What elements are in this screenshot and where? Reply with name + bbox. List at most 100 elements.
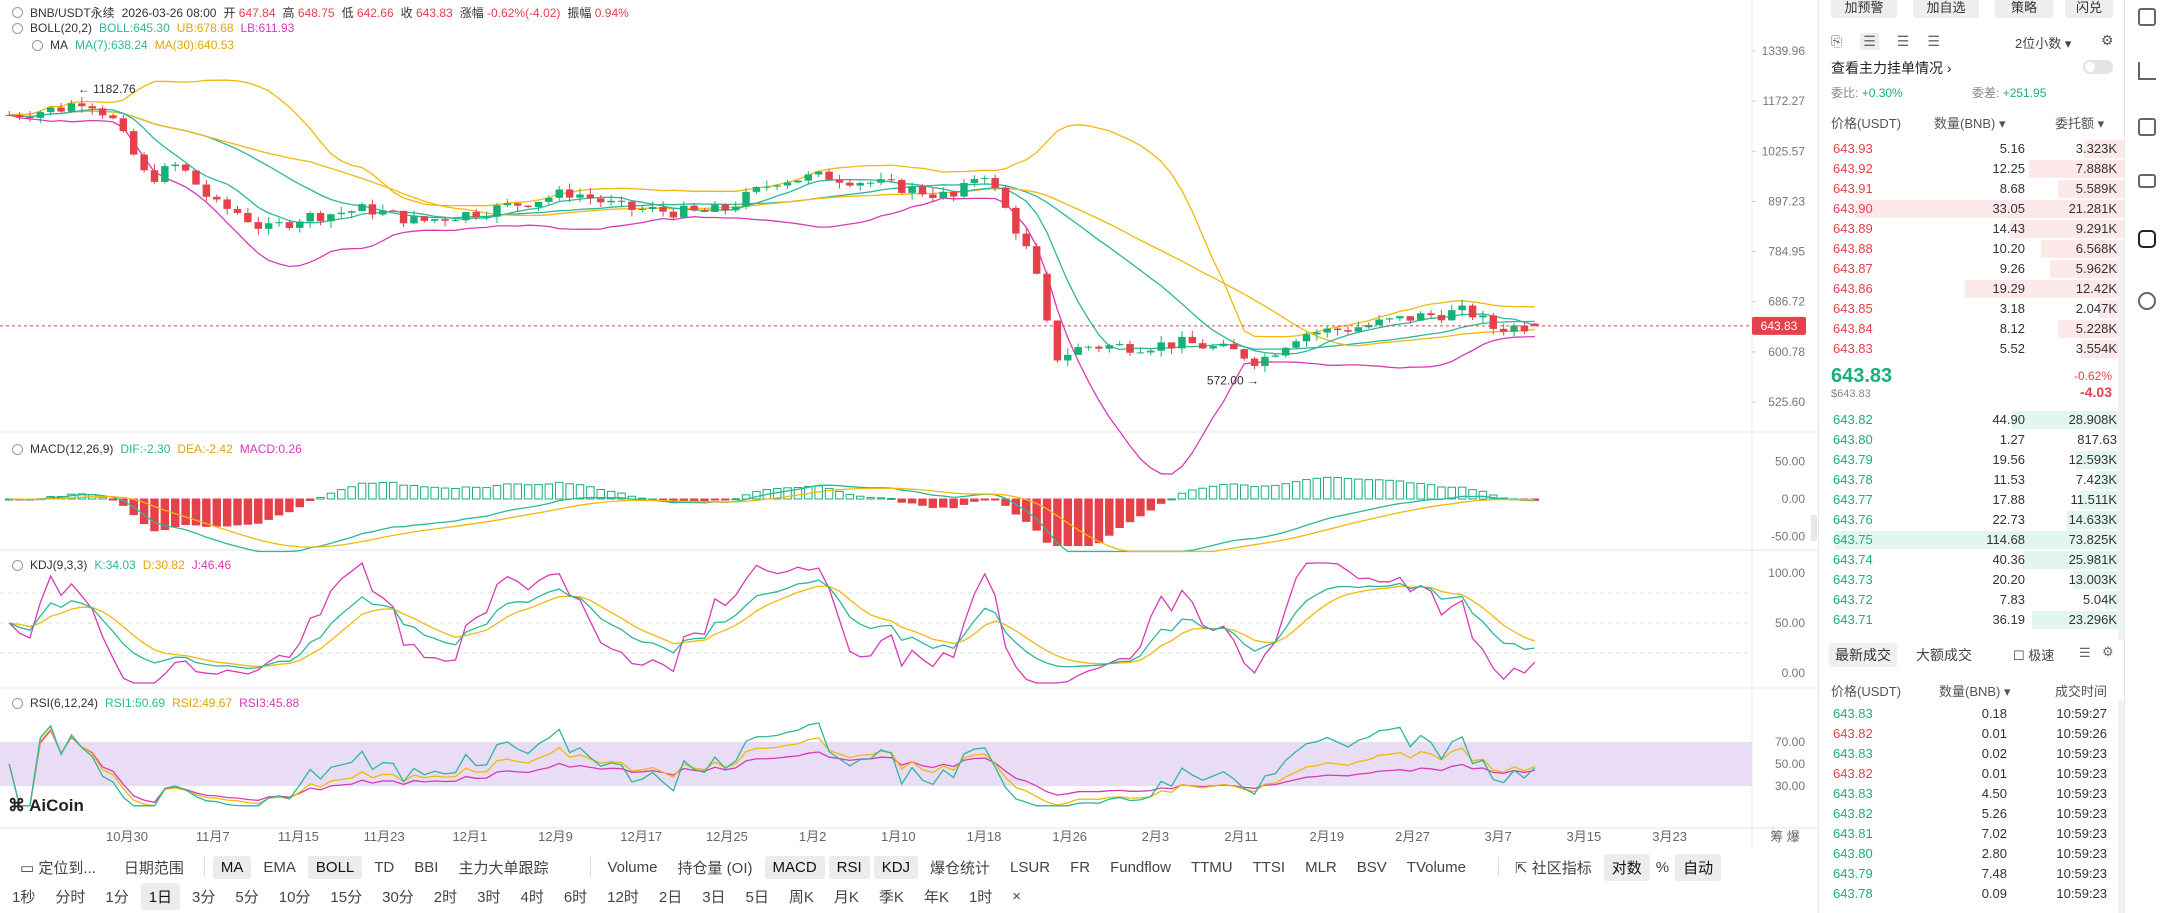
indicator-ma[interactable]: MA [212,855,252,879]
interval-3日[interactable]: 3日 [702,888,726,906]
sub-bsv[interactable]: BSV [1356,858,1387,876]
auto-scale-toggle[interactable]: 自动 [1675,853,1722,881]
indicator-ema[interactable]: EMA [263,858,296,876]
community-indicator-button[interactable]: ⇱ 社区指标 [1514,859,1592,877]
indicator-td[interactable]: TD [374,858,395,876]
tab-latest-trades[interactable]: 最新成交 [1829,643,1897,667]
sub-rsi[interactable]: RSI [828,855,870,879]
interval-12时[interactable]: 12时 [607,888,639,906]
sub-lsur[interactable]: LSUR [1010,858,1051,876]
date-range-button[interactable]: 日期范围 [123,859,184,877]
decimals-select[interactable]: 2位小数 ▾ [2015,36,2072,51]
interval-6时[interactable]: 6时 [563,888,588,906]
close-intervals-icon[interactable]: × [1012,887,1022,905]
fast-mode-checkbox[interactable]: ☐ 极速 [2013,648,2055,663]
sub-fundflow[interactable]: Fundflow [1110,858,1171,876]
indicator-bbi[interactable]: BBI [414,858,439,876]
interval-4时[interactable]: 4时 [520,888,544,906]
interval-10分[interactable]: 10分 [278,888,311,906]
sub-ttmu[interactable]: TTMU [1190,858,1233,876]
collapse-icon[interactable] [12,7,23,18]
ask-row[interactable]: 643.89 14.43 9.291K [1819,219,2125,239]
bid-row[interactable]: 643.75 114.68 73.825K [1819,530,2125,550]
sub-liquidation[interactable]: 爆仓统计 [930,859,991,877]
ma-name[interactable]: MA [50,38,68,52]
sub-oi[interactable]: 持仓量 (OI) [677,859,753,877]
settings-icon[interactable]: ⚙ [2101,32,2114,48]
log-scale-toggle[interactable]: 对数 [1603,853,1650,881]
kdj-name[interactable]: KDJ(9,3,3) [30,558,88,572]
chart-trend-icon[interactable] [2138,62,2156,80]
interval-3时[interactable]: 3时 [477,888,501,906]
percent-scale-toggle[interactable]: % [1655,858,1670,876]
ask-row[interactable]: 643.83 5.52 3.554K [1819,339,2125,359]
interval-1日[interactable]: 1日 [140,882,181,910]
kline-chart-area[interactable]: 1339.96 1172.27 1025.57 897.23 784.95 686.72 6… [0,0,1818,850]
interval-1秒[interactable]: 1秒 [12,888,36,906]
interval-15分[interactable]: 15分 [330,888,363,906]
card-icon[interactable] [2138,174,2156,188]
bid-row[interactable]: 643.76 22.73 14.633K [1819,510,2125,530]
indicator-settings-icon[interactable] [12,559,23,571]
interval-30分[interactable]: 30分 [382,888,414,906]
ask-row[interactable]: 643.92 12.25 7.888K [1819,159,2125,179]
link-icon[interactable]: ⎘ [1831,33,1843,49]
ask-row[interactable]: 643.91 8.68 5.589K [1819,179,2125,199]
asks-only-icon[interactable]: ☰ [1927,33,1940,49]
strategy-button[interactable]: 策略 [1995,0,2053,18]
signal-icon[interactable] [2138,292,2156,310]
sub-ttsi[interactable]: TTSI [1252,858,1286,876]
bid-row[interactable]: 643.72 7.83 5.04K [1819,590,2125,610]
interval-月K[interactable]: 月K [833,888,859,906]
interval-1时[interactable]: 1时 [968,888,993,906]
interval-年K[interactable]: 年K [923,888,949,906]
indicator-boll[interactable]: BOLL [307,855,363,879]
ask-row[interactable]: 643.87 9.26 5.962K [1819,259,2125,279]
interval-分时[interactable]: 分时 [55,888,86,906]
kline-chart-svg[interactable]: 1339.96 1172.27 1025.57 897.23 784.95 686.72 6… [0,0,1818,850]
bid-row[interactable]: 643.82 44.90 28.908K [1819,410,2125,430]
ask-row[interactable]: 643.90 33.05 21.281K [1819,199,2125,219]
interval-5日[interactable]: 5日 [745,888,769,906]
interval-季K[interactable]: 季K [878,888,904,906]
sub-macd[interactable]: MACD [764,855,825,879]
sub-tvolume[interactable]: TVolume [1406,858,1466,876]
ask-row[interactable]: 643.93 5.16 3.323K [1819,139,2125,159]
sub-mlr[interactable]: MLR [1305,858,1337,876]
ask-row[interactable]: 643.84 8.12 5.228K [1819,319,2125,339]
interval-2时[interactable]: 2时 [433,888,458,906]
add-watchlist-button[interactable]: 加自选 [1913,0,1979,18]
bid-row[interactable]: 643.79 19.56 12.593K [1819,450,2125,470]
tab-large-trades[interactable]: 大额成交 [1916,647,1972,663]
sub-volume[interactable]: Volume [607,858,658,876]
ask-row[interactable]: 643.86 19.29 12.42K [1819,279,2125,299]
add-alert-button[interactable]: 加预警 [1831,0,1897,18]
interval-2日[interactable]: 2日 [658,888,683,906]
indicator-settings-icon[interactable] [12,697,23,709]
robot-icon[interactable] [2138,230,2156,248]
indicator-settings-icon[interactable] [12,443,23,455]
interval-1分[interactable]: 1分 [105,888,129,906]
chart-screen-icon[interactable] [2138,118,2156,136]
trades-col-qty[interactable]: 数量(BNB) ▾ [1939,684,2011,699]
filter-icon[interactable]: ☰ [2079,645,2091,660]
sub-kdj[interactable]: KDJ [873,855,919,879]
view-big-orders-link[interactable]: 查看主力挂单情况 › [1831,60,1952,76]
indicator-settings-icon[interactable] [32,39,43,51]
both-sides-icon[interactable]: ☰ [1860,33,1879,50]
ask-row[interactable]: 643.85 3.18 2.047K [1819,299,2125,319]
bids-only-icon[interactable]: ☰ [1896,33,1910,49]
ask-row[interactable]: 643.88 10.20 6.568K [1819,239,2125,259]
ob-col-qty[interactable]: 数量(BNB) ▾ [1934,116,2006,131]
sub-fr[interactable]: FR [1070,858,1091,876]
ob-col-amount[interactable]: 委托额 ▾ [2055,116,2105,131]
interval-3分[interactable]: 3分 [192,888,216,906]
orderbook-scrollbar[interactable] [2118,240,2124,640]
trades-settings-icon[interactable]: ⚙ [2102,644,2114,659]
rsi-name[interactable]: RSI(6,12,24) [30,696,99,710]
trades-scrollbar[interactable] [2118,700,2124,913]
boll-name[interactable]: BOLL(20,2) [30,21,93,35]
indicator-settings-icon[interactable] [12,22,23,34]
bid-row[interactable]: 643.71 36.19 23.296K [1819,610,2125,630]
bid-row[interactable]: 643.80 1.27 817.63 [1819,430,2125,450]
